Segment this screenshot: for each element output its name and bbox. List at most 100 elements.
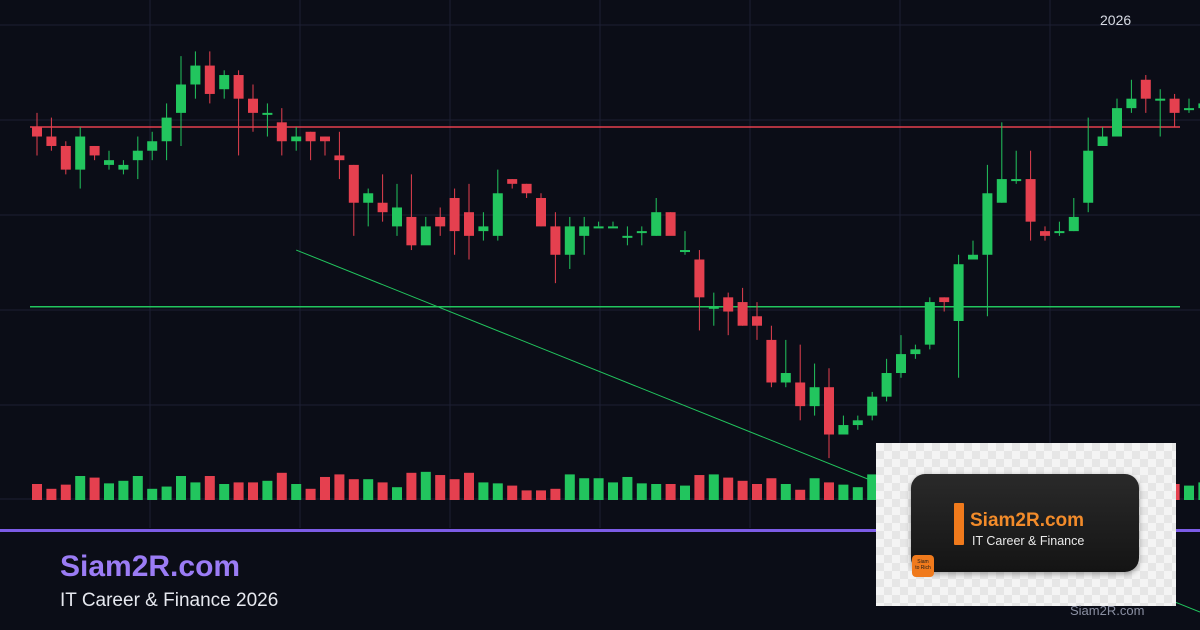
candle-body	[636, 231, 647, 234]
logo-card: Siam2R.com IT Career & Finance	[911, 474, 1139, 572]
candle-body	[89, 145, 100, 156]
volume-bar	[392, 487, 402, 500]
candle-body	[348, 164, 359, 203]
candle-body	[1097, 136, 1108, 146]
candle-body	[75, 136, 86, 170]
candle-body	[1169, 98, 1180, 113]
candle-body	[795, 382, 806, 407]
volume-bar	[190, 482, 201, 500]
volume-bar	[219, 484, 230, 500]
volume-bar	[291, 484, 302, 500]
candle-body	[104, 160, 114, 165]
candle-body	[982, 193, 993, 255]
candle-body	[824, 387, 834, 435]
candle-body	[910, 349, 921, 355]
brand-title: Siam2R.com	[60, 550, 241, 583]
candle-body	[550, 226, 561, 255]
candle-body	[680, 250, 690, 253]
volume-bar	[852, 487, 863, 500]
volume-bar	[204, 476, 215, 500]
volume-bar	[694, 475, 705, 500]
volume-bar	[608, 482, 618, 500]
divider-line	[0, 529, 1200, 532]
candle-body	[723, 297, 734, 312]
volume-bar	[680, 485, 690, 500]
candle-body	[377, 202, 388, 213]
volume-bar	[89, 477, 100, 500]
volume-bar	[536, 490, 546, 500]
candle-body	[219, 75, 230, 90]
candle-body	[291, 136, 302, 142]
candle-body	[622, 235, 633, 238]
candle-body	[809, 387, 820, 407]
volume-bar	[665, 484, 676, 500]
volume-bar	[737, 480, 748, 500]
candle-body	[1184, 108, 1194, 111]
volume-bar	[147, 488, 158, 500]
candle-body	[1126, 98, 1137, 109]
volume-bar	[32, 484, 42, 500]
candle-body	[320, 136, 330, 142]
candle-body	[492, 193, 503, 236]
volume-bar	[1198, 482, 1200, 500]
volume-bar	[521, 490, 532, 500]
candle-body	[924, 302, 935, 345]
candle-body	[363, 193, 374, 203]
volume-bar	[766, 478, 777, 500]
volume-bar	[622, 476, 633, 500]
candle-body	[420, 226, 431, 246]
candle-body	[953, 264, 964, 321]
volume-bar	[795, 489, 806, 500]
candle-body	[968, 254, 978, 260]
candle-body	[881, 373, 892, 397]
candle-body	[392, 207, 402, 227]
candle-body	[852, 420, 863, 426]
volume-bar	[377, 482, 388, 500]
volume-bar	[363, 479, 374, 500]
candle-body	[1011, 179, 1022, 182]
candles	[32, 51, 1200, 459]
candle-body	[1040, 231, 1050, 236]
logo-accent-bar	[954, 503, 964, 545]
volume-bar	[593, 478, 604, 500]
candle-body	[449, 198, 460, 232]
candle-body	[752, 316, 762, 326]
volume-bar	[780, 484, 791, 500]
volume-bar	[435, 475, 446, 500]
watermark: Siam2R.com	[1070, 603, 1145, 618]
candle-body	[593, 226, 604, 229]
volume-bar	[276, 472, 287, 500]
candle-body	[46, 136, 57, 146]
volume-bar	[651, 484, 662, 500]
candle-body	[665, 212, 676, 236]
candle-body	[780, 373, 791, 383]
volume-bar	[161, 486, 172, 500]
volume-bar	[449, 479, 460, 500]
candle-body	[996, 179, 1007, 203]
candle-body	[651, 212, 662, 236]
candle-body	[190, 65, 201, 85]
volume-bar	[262, 480, 273, 500]
candle-body	[896, 354, 906, 374]
candle-body	[737, 302, 748, 326]
candle-body	[60, 145, 71, 170]
candle-body	[708, 306, 719, 309]
volume-bar	[233, 482, 244, 500]
volume-bar	[406, 472, 417, 500]
brand-subtitle: IT Career & Finance 2026	[60, 590, 279, 611]
volume-bar	[75, 476, 86, 500]
candle-body	[1198, 103, 1200, 109]
candle-body	[507, 179, 518, 184]
candle-body	[1025, 179, 1036, 222]
candle-body	[1054, 231, 1065, 234]
logo-name: Siam2R.com	[970, 510, 1085, 531]
candle-body	[334, 155, 345, 161]
volume-bar	[132, 476, 143, 500]
volume-bar	[118, 480, 129, 500]
volume-bar	[752, 484, 762, 500]
candle-body	[248, 98, 258, 113]
candle-body	[464, 212, 474, 236]
volume-bar	[636, 483, 647, 500]
candle-body	[1083, 150, 1094, 203]
volume-bar	[104, 483, 114, 500]
